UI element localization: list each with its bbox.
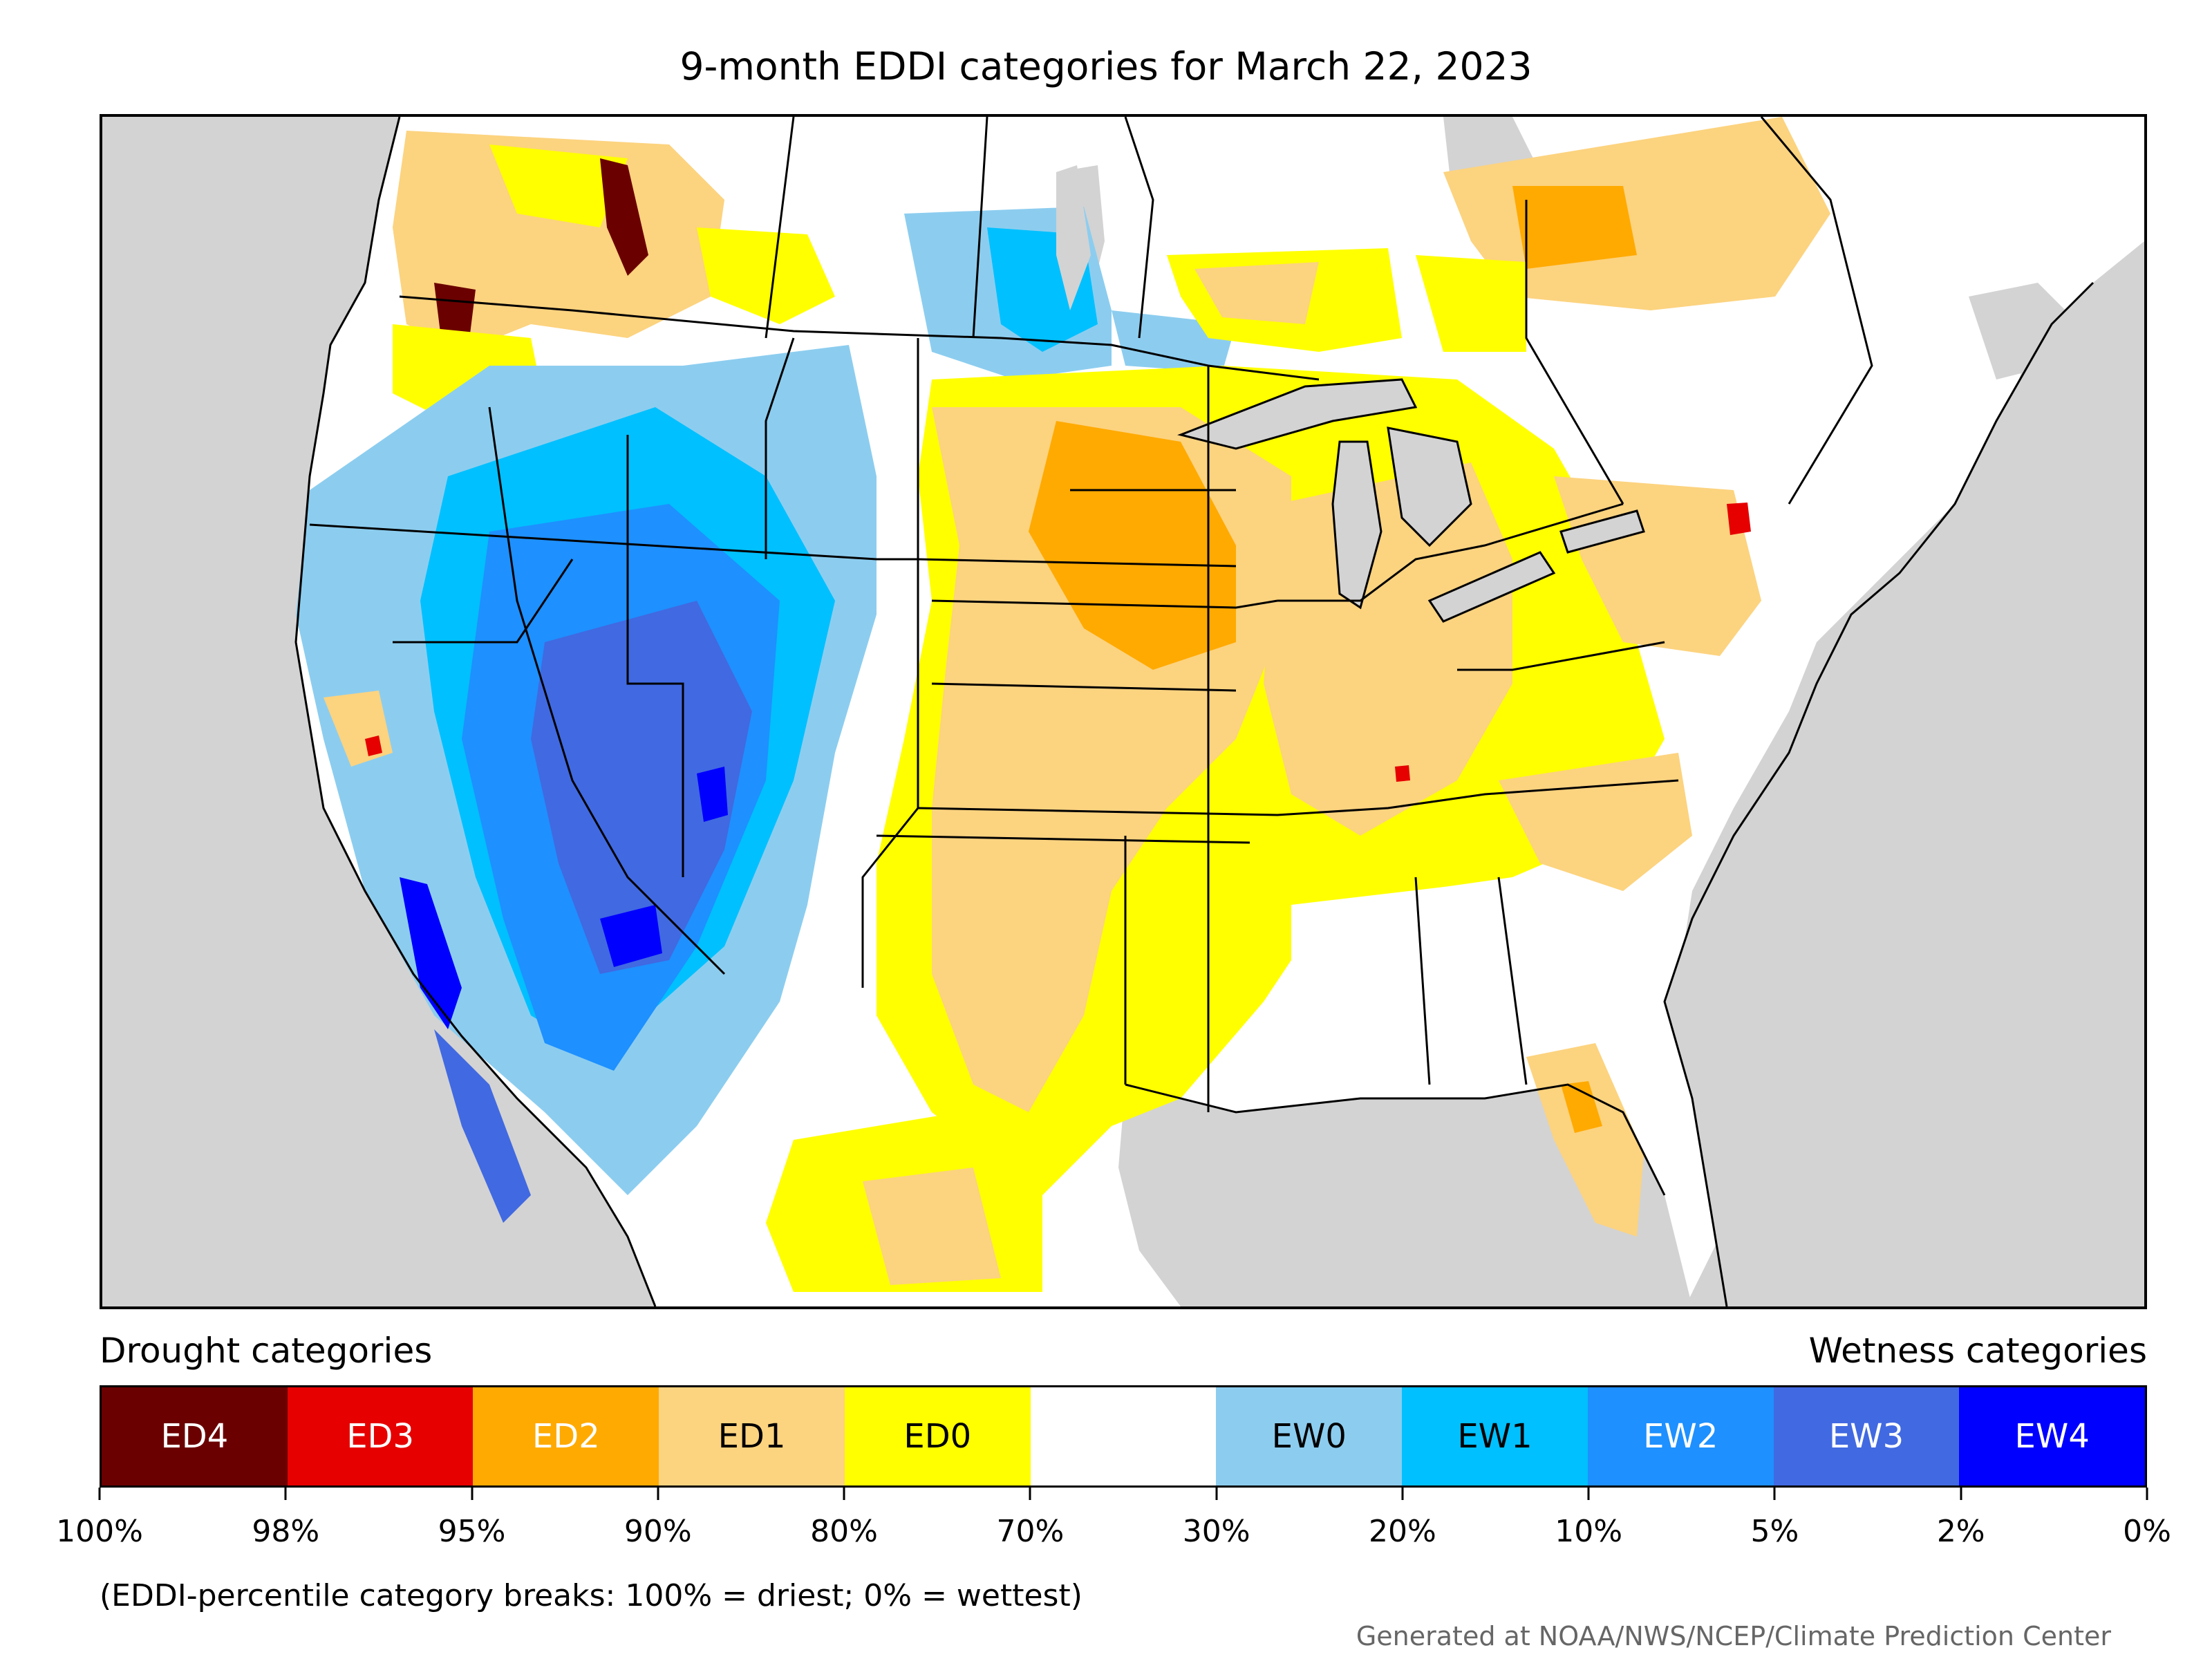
colorbar-tick-label: 20% bbox=[1369, 1514, 1436, 1549]
colorbar-segment-ew3: EW3 bbox=[1773, 1387, 1960, 1485]
credit-line: Generated at NOAA/NWS/NCEP/Climate Predi… bbox=[1356, 1621, 2111, 1651]
colorbar-tick-label: 100% bbox=[56, 1514, 143, 1549]
patch-ed3-ky bbox=[1395, 765, 1410, 782]
patch-ed1-mexico bbox=[863, 1168, 1001, 1285]
patch-ew4-az bbox=[600, 905, 662, 967]
lake-erie bbox=[1427, 551, 1556, 623]
map-title: 9-month EDDI categories for March 22, 20… bbox=[679, 44, 1533, 88]
colorbar-tick-label: 5% bbox=[1750, 1514, 1799, 1549]
colorbar-tick bbox=[843, 1488, 845, 1500]
colorbar-segment-ed3: ED3 bbox=[287, 1387, 474, 1485]
patch-ed1-bc bbox=[393, 131, 724, 352]
colorbar-tick bbox=[1587, 1488, 1590, 1500]
wetness-categories-label: Wetness categories bbox=[1808, 1331, 2147, 1371]
lake-huron bbox=[1387, 427, 1472, 547]
colorbar-segment-ed4: ED4 bbox=[102, 1387, 288, 1485]
colorbar-segment-ew0: EW0 bbox=[1216, 1387, 1403, 1485]
west-coastline bbox=[294, 117, 657, 1306]
colorbar-segment-ew2: EW2 bbox=[1587, 1387, 1774, 1485]
colorbar-segment-ew1: EW1 bbox=[1402, 1387, 1588, 1485]
patch-ew4-baja bbox=[400, 877, 462, 1029]
gulf-coastline bbox=[1125, 1083, 1666, 1196]
colorbar-tick-label: 95% bbox=[438, 1514, 506, 1549]
pacific-ocean bbox=[102, 117, 655, 1306]
patch-ed3-ne bbox=[1727, 503, 1751, 535]
atlantic-ocean bbox=[1665, 241, 2144, 1306]
colorbar-segment-ed1: ED1 bbox=[659, 1387, 845, 1485]
colorbar-tick-label: 98% bbox=[252, 1514, 320, 1549]
patch-ed0-bc bbox=[489, 144, 628, 227]
patch-ed1-florida bbox=[1526, 1043, 1644, 1237]
colorbar-tick bbox=[2146, 1488, 2148, 1500]
patch-ed1-on bbox=[1194, 262, 1319, 324]
colorbar-ticks bbox=[98, 1488, 2148, 1501]
colorbar-tick bbox=[1773, 1488, 1776, 1500]
lake-winnipeg bbox=[1056, 165, 1091, 310]
colorbar-tick-label: 0% bbox=[2123, 1514, 2171, 1549]
colorbar-tick-label: 80% bbox=[810, 1514, 878, 1549]
patch-white-se bbox=[1291, 877, 1540, 1071]
patch-ed0-qc bbox=[1416, 255, 1526, 352]
category-footnote: (EDDI-percentile category breaks: 100% =… bbox=[100, 1578, 1082, 1613]
patch-ed1-midwest bbox=[1264, 462, 1512, 836]
drought-categories-label: Drought categories bbox=[100, 1331, 433, 1371]
colorbar-tick bbox=[657, 1488, 659, 1500]
colorbar-tick-label: 2% bbox=[1936, 1514, 1985, 1549]
east-coastline bbox=[1663, 281, 2094, 1306]
colorbar-tick bbox=[1401, 1488, 1404, 1500]
lake-michigan bbox=[1331, 440, 1382, 610]
colorbar-tick-label: 70% bbox=[996, 1514, 1065, 1549]
gulf-of-mexico bbox=[1118, 1085, 1692, 1306]
gulf-of-st-lawrence bbox=[1969, 283, 2079, 379]
colorbar-tick-label: 90% bbox=[624, 1514, 692, 1549]
colorbar-tick bbox=[98, 1488, 101, 1500]
patch-ed3-ca bbox=[365, 735, 382, 756]
colorbar-tick bbox=[1215, 1488, 1218, 1500]
colorbar-tick bbox=[1960, 1488, 1962, 1500]
political-boundaries bbox=[309, 117, 1873, 1112]
colorbar-segment-ew4: EW4 bbox=[1959, 1387, 2146, 1485]
colorbar-segment-ed2: ED2 bbox=[473, 1387, 659, 1485]
eddi-map bbox=[100, 114, 2147, 1309]
patch-ed2-plains bbox=[1029, 421, 1236, 670]
patch-ed2-qc bbox=[1512, 186, 1637, 269]
patch-ew3-four-corners bbox=[531, 601, 752, 974]
colorbar-tick bbox=[284, 1488, 287, 1500]
patch-ed1-carolinas bbox=[1499, 753, 1692, 891]
patch-ed2-florida bbox=[1561, 1081, 1602, 1133]
colorbar-tick bbox=[471, 1488, 474, 1500]
colorbar-tick-label: 30% bbox=[1182, 1514, 1250, 1549]
colorbar-tick bbox=[1029, 1488, 1031, 1500]
lake-ontario bbox=[1559, 509, 1645, 554]
patch-ed4-bc bbox=[600, 158, 648, 276]
category-colorbar: ED4 ED3 ED2 ED1 ED0 EW0 EW1 EW2 EW3 EW4 bbox=[100, 1385, 2147, 1488]
patch-ew4-co bbox=[697, 767, 728, 822]
map-canvas bbox=[102, 117, 2144, 1306]
colorbar-segment-ed0: ED0 bbox=[844, 1387, 1031, 1485]
patch-ew3-baja bbox=[434, 1029, 531, 1223]
lake-superior bbox=[1177, 378, 1418, 450]
colorbar-segment-neutral bbox=[1030, 1387, 1217, 1485]
patch-ed0-sask bbox=[697, 227, 835, 324]
colorbar-tick-label: 10% bbox=[1555, 1514, 1623, 1549]
